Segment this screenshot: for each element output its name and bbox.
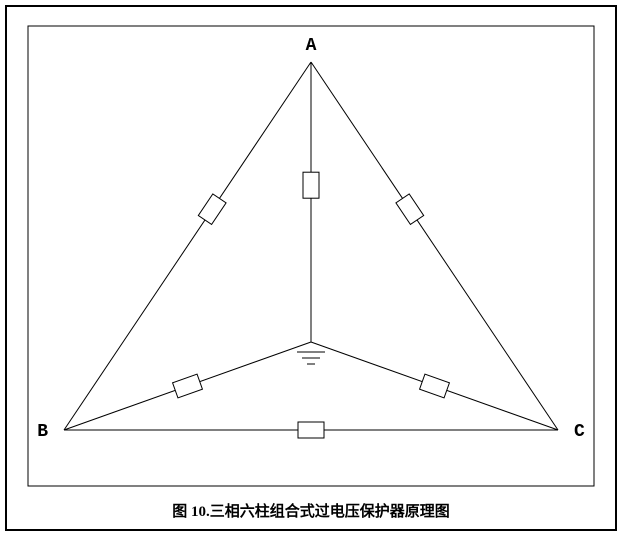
edge-line	[311, 62, 558, 430]
diagram-svg: A B C	[0, 0, 622, 536]
edge-line	[64, 62, 311, 430]
arrester-element	[396, 194, 424, 225]
arrester-element	[198, 194, 226, 225]
ground-icon	[297, 352, 325, 364]
page-frame: A B C 图 10.三相六柱组合式过电压保护器原理图	[0, 0, 622, 536]
arrester-element	[420, 374, 450, 398]
arrester-element	[173, 374, 203, 398]
figure-caption: 图 10.三相六柱组合式过电压保护器原理图	[0, 500, 622, 521]
vertex-label-a: A	[306, 36, 317, 56]
arrester-element	[298, 422, 324, 438]
arrester-element	[303, 172, 319, 198]
vertex-label-b: B	[37, 422, 48, 442]
vertex-label-c: C	[574, 422, 585, 442]
